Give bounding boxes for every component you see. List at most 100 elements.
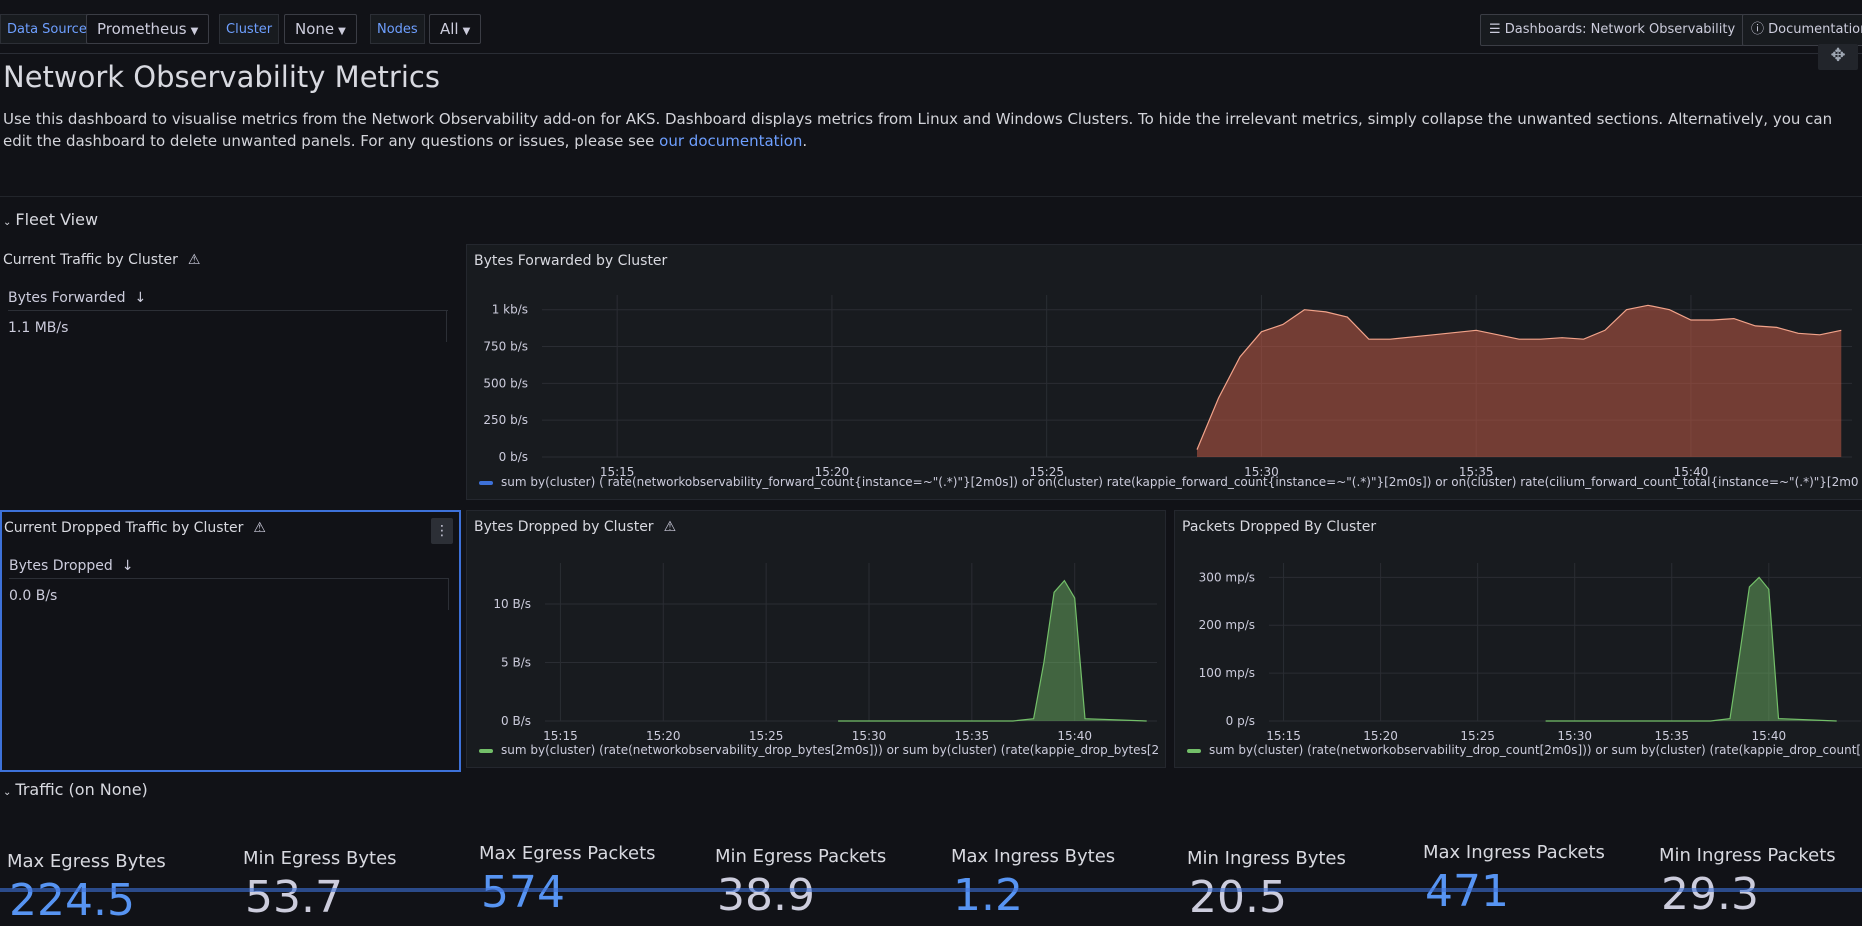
- panel-current-dropped[interactable]: Current Dropped Traffic by Cluster ⚠ ⋮ By…: [0, 510, 461, 772]
- y-tick-label: 0 p/s: [1226, 714, 1255, 728]
- x-tick-label: 15:20: [1363, 729, 1398, 743]
- stat-label: Max Egress Bytes: [7, 851, 166, 872]
- stat-value: 574: [481, 867, 565, 918]
- x-tick-label: 15:15: [543, 729, 578, 743]
- x-tick-label: 15:30: [1244, 465, 1279, 479]
- row-traffic[interactable]: ⌄ Traffic (on None): [3, 780, 148, 799]
- panel-title: Packets Dropped By Cluster: [1182, 519, 1377, 535]
- stat-value: 471: [1425, 866, 1509, 917]
- row-fleet-view-title: Fleet View: [15, 210, 99, 229]
- stat-panel: Max Ingress Bytes 1.2: [951, 846, 1116, 918]
- y-tick-label: 0 b/s: [499, 450, 528, 464]
- documentation-link-label: Documentation: [1768, 22, 1862, 37]
- divider: [0, 196, 1862, 197]
- documentation-link[interactable]: our documentation: [659, 132, 803, 150]
- x-tick-label: 15:40: [1674, 465, 1709, 479]
- warning-triangle-icon[interactable]: ⚠: [187, 252, 201, 268]
- dashboard-description: Use this dashboard to visualise metrics …: [3, 108, 1853, 152]
- stat-value: 224.5: [9, 875, 135, 926]
- datasource-select[interactable]: Prometheus ▼: [86, 14, 210, 44]
- panel-current-traffic: Current Traffic by Cluster ⚠ Bytes Forwar…: [0, 244, 460, 500]
- panel-title: Bytes Forwarded by Cluster: [474, 253, 668, 269]
- panel-title-text: Current Dropped Traffic by Cluster: [4, 520, 244, 536]
- x-tick-label: 15:25: [1460, 729, 1495, 743]
- x-tick-label: 15:20: [815, 465, 850, 479]
- page-title: Network Observability Metrics: [3, 60, 440, 94]
- series-area: [1545, 577, 1837, 721]
- y-tick-label: 1 kb/s: [492, 303, 528, 317]
- stat-label: Min Ingress Packets: [1659, 845, 1836, 866]
- x-tick-label: 15:35: [955, 729, 990, 743]
- x-tick-label: 15:15: [1266, 729, 1301, 743]
- viewport-edge: [0, 888, 1862, 892]
- stat-label: Max Ingress Packets: [1423, 842, 1605, 863]
- column-label: Bytes Dropped: [9, 558, 113, 574]
- stat-label: Min Egress Packets: [715, 846, 887, 867]
- move-icon[interactable]: ✥: [1818, 44, 1858, 70]
- stat-label: Min Ingress Bytes: [1187, 848, 1346, 869]
- datasource-select-value: Prometheus: [97, 20, 187, 38]
- y-tick-label: 100 mp/s: [1199, 666, 1255, 680]
- row-fleet-view[interactable]: ⌄ Fleet View: [3, 210, 98, 229]
- stat-value: 1.2: [953, 870, 1023, 921]
- table-header-bytes-dropped[interactable]: Bytes Dropped ↓: [9, 554, 449, 579]
- table-border: [446, 310, 447, 342]
- nodes-select[interactable]: All ▼: [429, 14, 482, 44]
- stat-panel: Min Egress Bytes 53.7: [243, 848, 397, 920]
- info-circle-icon: ⓘ: [1751, 22, 1765, 37]
- datasource-variable-label: Data Source: [0, 14, 94, 44]
- stat-label: Max Ingress Bytes: [951, 846, 1116, 867]
- chevron-down-icon: ▼: [338, 26, 346, 37]
- y-tick-label: 200 mp/s: [1199, 618, 1255, 632]
- cluster-select[interactable]: None ▼: [284, 14, 357, 44]
- panel-title: Current Traffic by Cluster ⚠: [3, 252, 200, 268]
- y-tick-label: 300 mp/s: [1199, 570, 1255, 584]
- cluster-select-value: None: [295, 20, 335, 38]
- dashboards-link-button[interactable]: ☰ Dashboards: Network Observability: [1480, 14, 1745, 46]
- kebab-menu-icon[interactable]: ⋮: [431, 518, 453, 544]
- panel-bytes-dropped: Bytes Dropped by Cluster ⚠ 0 B/s 5 B/s 10 B…: [466, 510, 1166, 768]
- list-icon: ☰: [1489, 22, 1501, 37]
- panel-bytes-forwarded: Bytes Forwarded by Cluster 0 b/s 250 b/s 5…: [466, 244, 1862, 500]
- stat-panel: Min Ingress Bytes 20.5: [1187, 848, 1346, 920]
- bytes-forwarded-chart: 0 b/s 250 b/s 500 b/s 750 b/s 1 kb/s 15:15 15:…: [483, 295, 1852, 479]
- x-tick-label: 15:40: [1057, 729, 1092, 743]
- series-line: [1545, 576, 1837, 722]
- y-tick-label: 5 B/s: [501, 655, 531, 669]
- panel-title: Bytes Dropped by Cluster ⚠: [474, 519, 676, 535]
- chevron-down-icon: ⌄: [3, 787, 12, 798]
- chart-legend[interactable]: sum by(cluster) ( rate(networkobservabil…: [479, 475, 1859, 489]
- stat-panel: Max Egress Packets 574: [479, 843, 656, 915]
- legend-swatch: [1187, 748, 1201, 753]
- stat-label: Max Egress Packets: [479, 843, 656, 864]
- y-tick-label: 750 b/s: [483, 340, 528, 354]
- series-area: [1197, 305, 1842, 457]
- warning-triangle-icon[interactable]: ⚠: [663, 519, 677, 535]
- nodes-variable-label: Nodes: [370, 14, 425, 44]
- y-tick-label: 0 B/s: [501, 714, 531, 728]
- table-cell: 0.0 B/s: [9, 588, 58, 604]
- table-header-bytes-forwarded[interactable]: Bytes Forwarded ↓: [8, 286, 448, 311]
- stat-label: Min Egress Bytes: [243, 848, 397, 869]
- stat-panel: Max Ingress Packets 471: [1423, 842, 1605, 914]
- arrow-down-icon: ↓: [130, 290, 147, 306]
- panel-title-text: Current Traffic by Cluster: [3, 252, 178, 268]
- table-cell: 1.1 MB/s: [8, 320, 69, 336]
- x-tick-label: 15:35: [1459, 465, 1494, 479]
- documentation-link-button[interactable]: ⓘ Documentation: [1742, 14, 1862, 46]
- chevron-down-icon: ▼: [462, 26, 471, 37]
- chart-legend[interactable]: sum by(cluster) (rate(networkobservabili…: [1187, 743, 1862, 757]
- stat-value: 38.9: [717, 870, 815, 921]
- row-traffic-title: Traffic (on None): [15, 780, 148, 799]
- y-tick-label: 500 b/s: [483, 376, 528, 390]
- x-tick-label: 15:25: [1029, 465, 1064, 479]
- stat-panel: Max Egress Bytes 224.5: [7, 851, 166, 923]
- description-end: .: [802, 132, 808, 150]
- panel-packets-dropped: Packets Dropped By Cluster 0 p/s 100 mp/s…: [1174, 510, 1862, 768]
- x-tick-label: 15:20: [646, 729, 681, 743]
- chart-legend[interactable]: sum by(cluster) (rate(networkobservabili…: [479, 743, 1159, 757]
- warning-triangle-icon[interactable]: ⚠: [253, 520, 266, 536]
- series-line: [1196, 304, 1842, 450]
- series-area: [838, 580, 1147, 721]
- legend-label: sum by(cluster) (rate(networkobservabili…: [501, 743, 1159, 757]
